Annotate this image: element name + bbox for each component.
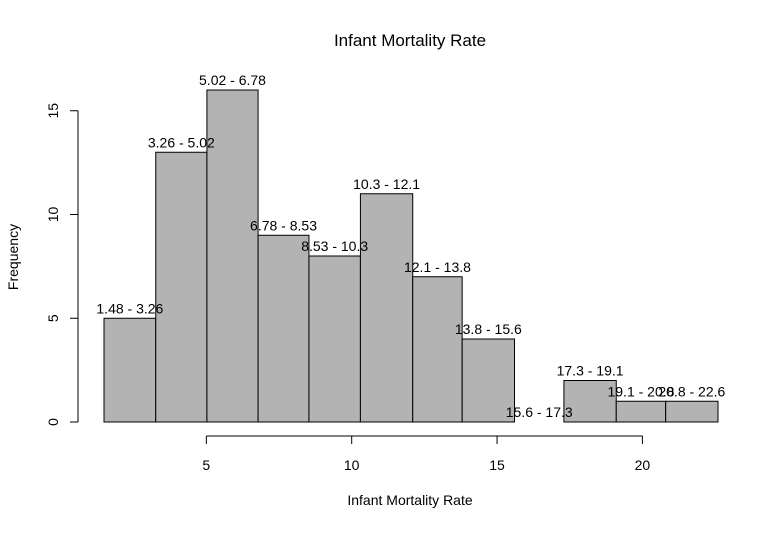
bar-label-6: 12.1 - 13.8: [404, 259, 471, 275]
bar-label-4: 8.53 - 10.3: [301, 238, 368, 254]
bar-6: [412, 276, 463, 423]
bar-10: [615, 400, 667, 423]
bar-2: [206, 89, 259, 423]
bar-label-10: 19.1 - 20.8: [607, 383, 674, 399]
x-tick-label-0: 5: [202, 457, 210, 473]
bar-label-0: 1.48 - 3.26: [96, 300, 163, 316]
bar-label-11: 20.8 - 22.6: [658, 383, 725, 399]
bar-5: [359, 193, 414, 423]
bar-7: [461, 338, 515, 423]
x-tick-label-2: 15: [489, 457, 505, 473]
bar-label-8: 15.6 - 17.3: [506, 404, 573, 420]
y-tick-label-1: 5: [45, 314, 61, 322]
bars-layer: [103, 89, 719, 423]
y-tick-label-0: 0: [45, 418, 61, 426]
y-tick-label-2: 10: [45, 207, 61, 223]
bar-label-7: 13.8 - 15.6: [455, 321, 522, 337]
x-axis: 5 10 15 20: [202, 435, 651, 473]
bar-9: [563, 380, 617, 423]
bar-label-3: 6.78 - 8.53: [250, 217, 317, 233]
bar-label-5: 10.3 - 12.1: [353, 176, 420, 192]
y-tick-label-3: 15: [45, 103, 61, 119]
bar-3: [257, 234, 310, 423]
bar-0: [103, 317, 157, 423]
bar-label-2: 5.02 - 6.78: [199, 72, 266, 88]
bar-label-9: 17.3 - 19.1: [557, 363, 624, 379]
chart-title: Infant Mortality Rate: [334, 31, 486, 50]
x-axis-title: Infant Mortality Rate: [347, 492, 472, 508]
y-axis: 0 5 10 15: [45, 103, 79, 426]
bar-4: [308, 255, 361, 423]
bar-labels-layer: 1.48 - 3.26 3.26 - 5.02 5.02 - 6.78 6.78 - …: [96, 72, 725, 420]
bar-1: [155, 151, 208, 423]
bar-11: [665, 400, 719, 423]
bar-label-1: 3.26 - 5.02: [148, 134, 215, 150]
x-tick-label-3: 20: [635, 457, 651, 473]
y-axis-title: Frequency: [5, 224, 21, 290]
x-tick-label-1: 10: [344, 457, 360, 473]
